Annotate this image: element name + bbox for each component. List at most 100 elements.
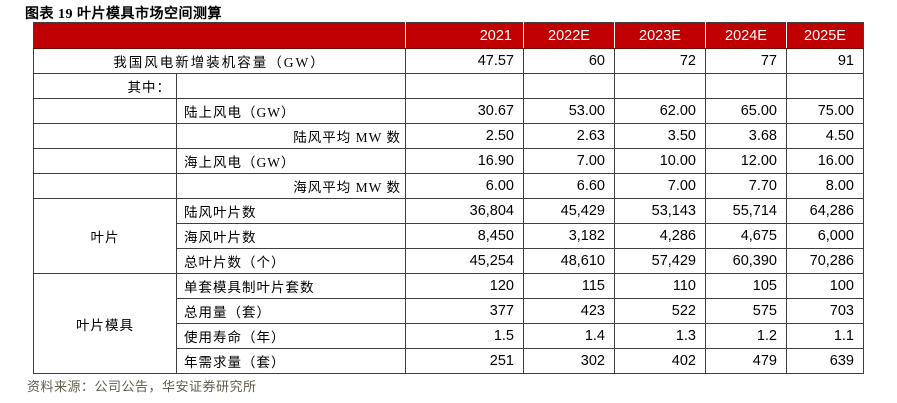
value-cell <box>786 73 864 99</box>
table-row: 叶片 陆风叶片数 36,804 45,429 53,143 55,714 64,286 <box>33 198 864 274</box>
group-cell <box>33 173 177 199</box>
row-label: 陆风平均 MW 数 <box>176 123 406 149</box>
row-label: 陆上风电（GW） <box>176 98 406 124</box>
value-cell <box>405 73 524 99</box>
table-body: 我国风电新增装机容量（GW） 47.57 60 72 77 91 其中： 陆上风电（GW） 30… <box>33 48 864 374</box>
value-cell: 45,429 <box>523 198 615 224</box>
table-row: 其中： <box>33 73 864 99</box>
value-cell: 402 <box>614 348 706 374</box>
year-header-2024E: 2024E <box>705 22 787 49</box>
table-row: 使用寿命（年） 1.5 1.4 1.3 1.2 1.1 <box>34 323 864 349</box>
value-cell: 7.00 <box>614 173 706 199</box>
value-cell: 45,254 <box>405 248 524 274</box>
value-cell: 4.50 <box>786 123 864 149</box>
value-cell: 77 <box>705 48 787 74</box>
value-cell: 3.68 <box>705 123 787 149</box>
value-cell: 2.63 <box>523 123 615 149</box>
value-cell: 120 <box>405 273 524 299</box>
row-label: 总用量（套） <box>176 298 406 324</box>
value-cell: 6.00 <box>405 173 524 199</box>
value-cell: 302 <box>523 348 615 374</box>
value-cell: 4,286 <box>614 223 706 249</box>
row-label: 使用寿命（年） <box>176 323 406 349</box>
figure-title: 图表 19 叶片模具市场空间测算 <box>25 7 222 22</box>
value-cell: 75.00 <box>786 98 864 124</box>
value-cell: 377 <box>405 298 524 324</box>
value-cell: 6.60 <box>523 173 615 199</box>
value-cell: 2.50 <box>405 123 524 149</box>
value-cell: 47.57 <box>405 48 524 74</box>
value-cell: 1.4 <box>523 323 615 349</box>
row-label: 陆风叶片数 <box>176 198 406 224</box>
value-cell: 6,000 <box>786 223 864 249</box>
group-cell <box>33 123 177 149</box>
row-label <box>176 73 406 99</box>
year-header-2025E: 2025E <box>786 22 864 49</box>
year-header-row: 2021 2022E 2023E 2024E 2025E <box>33 22 864 49</box>
table-row: 陆风平均 MW 数 2.50 2.63 3.50 3.68 4.50 <box>33 123 864 149</box>
value-cell: 12.00 <box>705 148 787 174</box>
value-cell: 575 <box>705 298 787 324</box>
table-row: 总叶片数（个） 45,254 48,610 57,429 60,390 70,286 <box>34 248 864 274</box>
value-cell: 8.00 <box>786 173 864 199</box>
value-cell: 30.67 <box>405 98 524 124</box>
value-cell <box>614 73 706 99</box>
value-cell: 57,429 <box>614 248 706 274</box>
value-cell: 639 <box>786 348 864 374</box>
row-label: 年需求量（套） <box>176 348 406 374</box>
value-cell: 479 <box>705 348 787 374</box>
value-cell: 423 <box>523 298 615 324</box>
value-cell: 72 <box>614 48 706 74</box>
value-cell: 522 <box>614 298 706 324</box>
group-cell: 叶片 <box>33 198 177 274</box>
table-row: 陆上风电（GW） 30.67 53.00 62.00 65.00 75.00 <box>33 98 864 124</box>
value-cell: 1.5 <box>405 323 524 349</box>
value-cell: 1.1 <box>786 323 864 349</box>
row-label: 总叶片数（个） <box>176 248 406 274</box>
value-cell: 100 <box>786 273 864 299</box>
table-row: 总用量（套） 377 423 522 575 703 <box>34 298 864 324</box>
source-note: 资料来源：公司公告，华安证券研究所 <box>27 379 257 394</box>
value-cell: 60,390 <box>705 248 787 274</box>
row-label: 海上风电（GW） <box>176 148 406 174</box>
value-cell: 703 <box>786 298 864 324</box>
value-cell: 91 <box>786 48 864 74</box>
group-cell: 其中： <box>33 73 177 99</box>
table-row: 海风平均 MW 数 6.00 6.60 7.00 7.70 8.00 <box>33 173 864 199</box>
value-cell: 64,286 <box>786 198 864 224</box>
value-cell: 3,182 <box>523 223 615 249</box>
value-cell: 8,450 <box>405 223 524 249</box>
value-cell: 1.2 <box>705 323 787 349</box>
table-row: 我国风电新增装机容量（GW） 47.57 60 72 77 91 <box>33 48 864 74</box>
value-cell: 105 <box>705 273 787 299</box>
table-header: 2021 2022E 2023E 2024E 2025E <box>33 22 864 49</box>
value-cell: 53.00 <box>523 98 615 124</box>
value-cell <box>705 73 787 99</box>
value-cell: 16.90 <box>405 148 524 174</box>
value-cell: 36,804 <box>405 198 524 224</box>
value-cell: 10.00 <box>614 148 706 174</box>
table-row: 年需求量（套） 251 302 402 479 639 <box>34 348 864 374</box>
value-cell: 7.70 <box>705 173 787 199</box>
row-label: 单套模具制叶片套数 <box>176 273 406 299</box>
value-cell <box>523 73 615 99</box>
value-cell: 16.00 <box>786 148 864 174</box>
value-cell: 70,286 <box>786 248 864 274</box>
row-label: 我国风电新增装机容量（GW） <box>33 48 406 74</box>
value-cell: 48,610 <box>523 248 615 274</box>
value-cell: 65.00 <box>705 98 787 124</box>
table-row: 海风叶片数 8,450 3,182 4,286 4,675 6,000 <box>34 223 864 249</box>
year-header-2021: 2021 <box>405 22 524 49</box>
header-corner-cell <box>33 22 406 49</box>
value-cell: 62.00 <box>614 98 706 124</box>
value-cell: 3.50 <box>614 123 706 149</box>
year-header-2022E: 2022E <box>523 22 615 49</box>
table-row: 海上风电（GW） 16.90 7.00 10.00 12.00 16.00 <box>33 148 864 174</box>
value-cell: 4,675 <box>705 223 787 249</box>
value-cell: 251 <box>405 348 524 374</box>
value-cell: 55,714 <box>705 198 787 224</box>
group-cell: 叶片模具 <box>33 273 177 374</box>
value-cell: 1.3 <box>614 323 706 349</box>
year-header-2023E: 2023E <box>614 22 706 49</box>
